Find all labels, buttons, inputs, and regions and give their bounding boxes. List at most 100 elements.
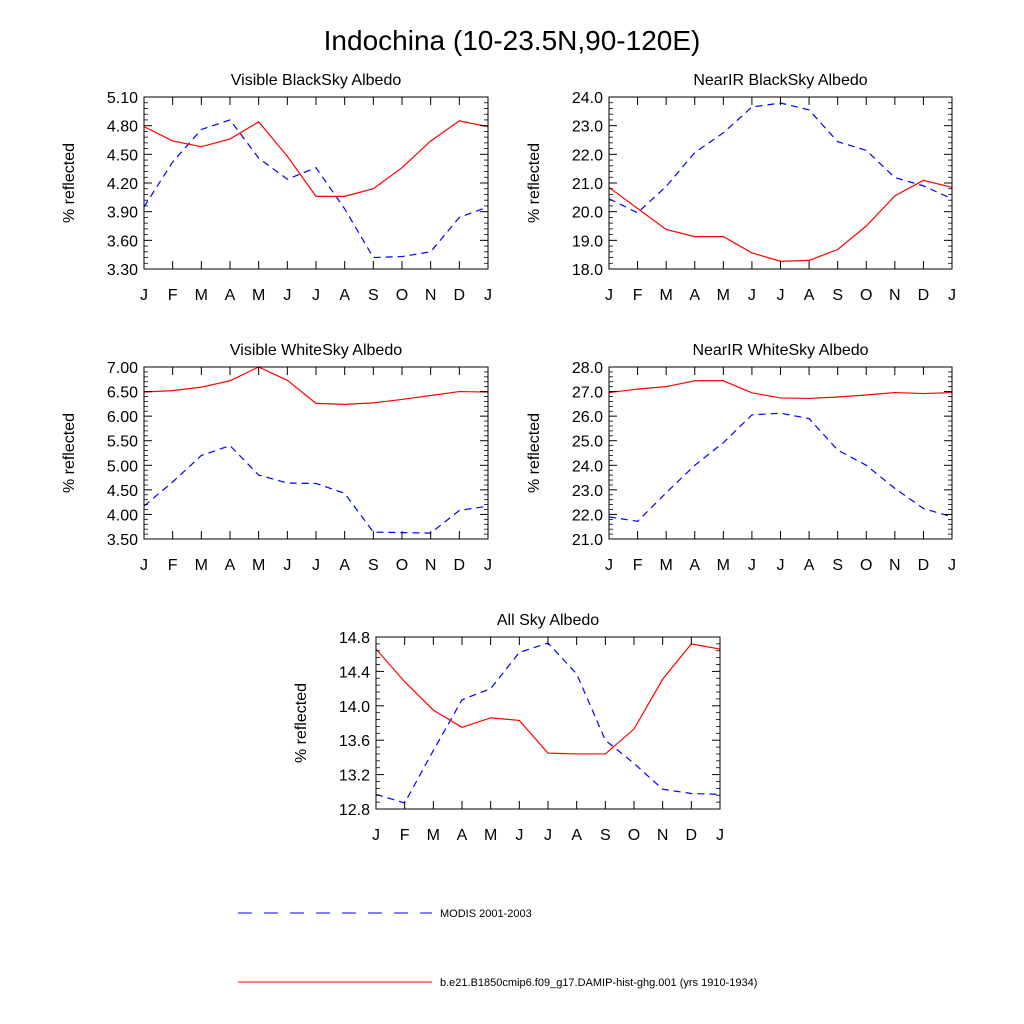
x-tick-label: J: [777, 557, 785, 574]
y-tick-label: 4.20: [107, 176, 138, 193]
x-tick-label: M: [252, 287, 265, 304]
y-tick-label: 6.50: [107, 385, 138, 402]
x-tick-label: J: [372, 827, 380, 844]
x-tick-label: J: [484, 557, 492, 574]
x-tick-label: J: [484, 287, 492, 304]
x-tick-label: A: [804, 557, 815, 574]
y-tick-label: 22.0: [572, 147, 603, 164]
x-tick-label: N: [889, 287, 901, 304]
x-tick-label: J: [544, 827, 552, 844]
y-tick-label: 23.0: [572, 119, 603, 136]
x-tick-label: J: [748, 557, 756, 574]
x-tick-label: J: [312, 557, 320, 574]
x-tick-label: F: [633, 287, 643, 304]
x-tick-label: M: [427, 827, 440, 844]
y-tick-label: 26.0: [572, 409, 603, 426]
x-tick-label: M: [717, 287, 730, 304]
x-tick-label: J: [140, 287, 148, 304]
x-tick-label: O: [860, 287, 872, 304]
y-tick-label: 4.50: [107, 483, 138, 500]
y-tick-label: 13.2: [339, 768, 370, 785]
y-tick-label: 3.60: [107, 233, 138, 250]
x-tick-label: J: [312, 287, 320, 304]
y-axis-label: % reflected: [61, 413, 78, 493]
y-tick-label: 4.00: [107, 507, 138, 524]
series-modis-line: [608, 102, 953, 214]
y-tick-label: 4.80: [107, 119, 138, 136]
x-tick-label: F: [168, 287, 178, 304]
y-axis-label: % reflected: [293, 683, 310, 763]
x-tick-label: F: [633, 557, 643, 574]
plot-frame: [375, 636, 721, 810]
x-tick-label: J: [140, 557, 148, 574]
x-tick-label: F: [400, 827, 410, 844]
x-tick-label: A: [689, 557, 700, 574]
series-modis-line: [375, 642, 721, 804]
legend-model-label: b.e21.B1850cmip6.f09_g17.DAMIP-hist-ghg.…: [440, 977, 757, 989]
x-tick-label: M: [195, 557, 208, 574]
x-tick-label: O: [628, 827, 640, 844]
x-tick-label: M: [660, 557, 673, 574]
y-tick-label: 25.0: [572, 434, 603, 451]
y-tick-label: 14.8: [339, 630, 370, 647]
y-tick-label: 5.50: [107, 434, 138, 451]
plot-frame: [143, 366, 489, 540]
chart-title: NearIR BlackSky Albedo: [693, 72, 867, 89]
x-tick-label: D: [918, 557, 930, 574]
x-tick-label: A: [457, 827, 468, 844]
y-tick-label: 19.0: [572, 233, 603, 250]
x-tick-label: A: [225, 557, 236, 574]
x-tick-label: A: [804, 287, 815, 304]
x-tick-label: S: [368, 287, 379, 304]
x-tick-label: F: [168, 557, 178, 574]
x-tick-label: N: [425, 557, 437, 574]
chart-title: NearIR WhiteSky Albedo: [692, 342, 868, 359]
x-tick-label: J: [748, 287, 756, 304]
y-tick-label: 20.0: [572, 205, 603, 222]
x-tick-label: O: [396, 557, 408, 574]
y-tick-label: 3.30: [107, 262, 138, 279]
y-tick-label: 23.0: [572, 483, 603, 500]
x-tick-label: M: [252, 557, 265, 574]
series-modis-line: [143, 119, 489, 259]
x-tick-label: D: [454, 557, 466, 574]
y-axis-label: % reflected: [526, 143, 543, 223]
y-tick-label: 3.90: [107, 205, 138, 222]
figure-title: Indochina (10-23.5N,90-120E): [324, 25, 701, 56]
y-tick-label: 5.00: [107, 458, 138, 475]
y-tick-label: 14.4: [339, 664, 370, 681]
x-tick-label: O: [396, 287, 408, 304]
x-tick-label: D: [686, 827, 698, 844]
series-modis-line: [608, 412, 953, 522]
series-model-line: [608, 179, 953, 262]
chart-title: Visible WhiteSky Albedo: [230, 342, 402, 359]
y-tick-label: 27.0: [572, 385, 603, 402]
series-modis-line: [143, 444, 489, 534]
x-tick-label: M: [660, 287, 673, 304]
y-tick-label: 13.6: [339, 733, 370, 750]
y-tick-label: 7.00: [107, 360, 138, 377]
x-tick-label: J: [948, 557, 956, 574]
y-tick-label: 4.50: [107, 147, 138, 164]
y-tick-label: 24.0: [572, 458, 603, 475]
series-model-line: [608, 380, 953, 400]
series-model-line: [375, 643, 721, 755]
chart-title: Visible BlackSky Albedo: [231, 72, 402, 89]
x-tick-label: S: [368, 557, 379, 574]
x-tick-label: N: [425, 287, 437, 304]
y-axis-label: % reflected: [526, 413, 543, 493]
y-tick-label: 6.00: [107, 409, 138, 426]
y-tick-label: 14.0: [339, 699, 370, 716]
x-tick-label: A: [339, 557, 350, 574]
x-tick-label: O: [860, 557, 872, 574]
x-tick-label: S: [832, 287, 843, 304]
plot-frame: [608, 96, 953, 270]
y-tick-label: 3.50: [107, 532, 138, 549]
x-tick-label: A: [225, 287, 236, 304]
series-model-line: [143, 366, 489, 405]
